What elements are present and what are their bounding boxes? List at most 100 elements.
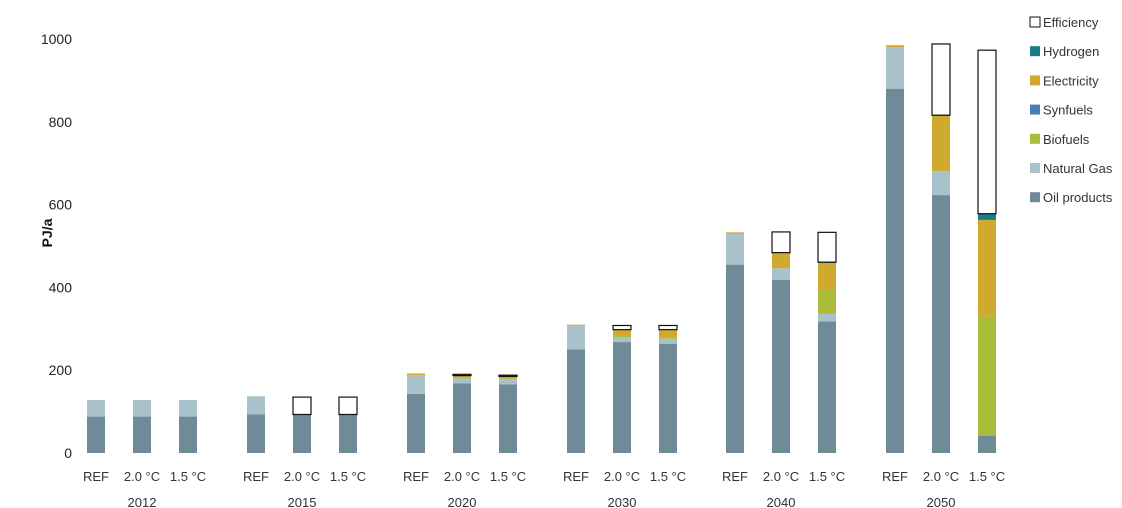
bar-segment-natural-gas xyxy=(247,396,265,415)
bar-segment-oil-products xyxy=(293,414,311,453)
bar-segment-oil-products xyxy=(726,264,744,453)
y-tick-label: 200 xyxy=(49,362,73,378)
bar-segment-oil-products xyxy=(407,393,425,453)
legend-swatch xyxy=(1030,163,1040,173)
bar-segment-efficiency xyxy=(498,374,518,378)
x-scenario-label: 1.5 °C xyxy=(969,469,1005,484)
x-scenario-label: REF xyxy=(882,469,908,484)
bar-segment-oil-products xyxy=(886,88,904,454)
bar-segment-natural-gas xyxy=(932,171,950,196)
x-scenario-label: 2.0 °C xyxy=(604,469,640,484)
legend-swatch xyxy=(1029,16,1041,28)
x-axis-labels: REF 2.0 °C 1.5 °C 2012 REF 2.0 °C 1.5 °C 2015 RE… xyxy=(83,469,1005,508)
x-scenario-label: 1.5 °C xyxy=(170,469,206,484)
bar-segment-biofuels xyxy=(453,377,471,379)
x-year-label: 2040 xyxy=(767,495,796,508)
legend-swatch xyxy=(1030,46,1040,57)
legend-label: Efficiency xyxy=(1043,15,1099,30)
bar-segment-efficiency xyxy=(931,43,951,116)
legend-label: Synfuels xyxy=(1043,103,1093,118)
y-tick-label: 800 xyxy=(49,114,73,130)
bar-segment-electricity xyxy=(818,262,836,290)
bar-segment-efficiency xyxy=(292,396,312,416)
bar-segment-oil-products xyxy=(453,383,471,453)
y-tick-label: 600 xyxy=(49,197,73,213)
legend-swatch xyxy=(1030,192,1040,203)
legend-label: Natural Gas xyxy=(1043,161,1113,176)
bar-segment-natural-gas xyxy=(659,338,677,344)
y-tick-label: 1000 xyxy=(41,31,72,47)
legend-label: Electricity xyxy=(1043,73,1099,88)
x-scenario-label: 2.0 °C xyxy=(124,469,160,484)
bar-segment-oil-products xyxy=(818,321,836,453)
x-scenario-label: 2.0 °C xyxy=(284,469,320,484)
bar-segment-oil-products xyxy=(772,279,790,453)
x-year-label: 2015 xyxy=(288,495,317,508)
x-year-label: 2012 xyxy=(128,495,157,508)
bar-segment-efficiency xyxy=(658,324,678,331)
y-axis: 0 200 400 600 800 1000 xyxy=(41,31,72,461)
x-year-label: 2050 xyxy=(927,495,956,508)
bar-segment-efficiency xyxy=(977,49,997,215)
legend-swatch xyxy=(1030,133,1040,144)
bars xyxy=(87,43,997,454)
bar-segment-efficiency xyxy=(771,231,791,254)
bar-segment-natural-gas xyxy=(87,400,105,417)
x-scenario-label: REF xyxy=(722,469,748,484)
bar-segment-natural-gas xyxy=(407,375,425,394)
bar-segment-oil-products xyxy=(659,343,677,453)
bar-segment-efficiency xyxy=(338,396,358,416)
bar-segment-oil-products xyxy=(179,416,197,453)
legend: Efficiency Hydrogen Electricity Synfuels Bio… xyxy=(1029,15,1113,205)
bar-segment-efficiency xyxy=(612,324,632,331)
y-axis-label: PJ/a xyxy=(39,218,55,247)
x-scenario-label: REF xyxy=(83,469,109,484)
bar-segment-natural-gas xyxy=(818,313,836,322)
x-scenario-label: REF xyxy=(403,469,429,484)
bar-segment-electricity xyxy=(772,252,790,269)
bar-segment-electricity xyxy=(659,329,677,338)
bar-segment-oil-products xyxy=(978,435,996,453)
bar-segment-natural-gas xyxy=(726,233,744,265)
bar-segment-natural-gas xyxy=(179,400,197,417)
x-scenario-label: 1.5 °C xyxy=(650,469,686,484)
bar-segment-electricity xyxy=(613,329,631,336)
bar-segment-efficiency xyxy=(817,231,837,263)
x-scenario-label: REF xyxy=(243,469,269,484)
x-scenario-label: 2.0 °C xyxy=(923,469,959,484)
bar-segment-natural-gas xyxy=(499,379,517,385)
bar-segment-biofuels xyxy=(978,316,996,436)
bar-segment-oil-products xyxy=(613,342,631,453)
bar-segment-natural-gas xyxy=(613,337,631,343)
bar-segment-electricity xyxy=(453,375,471,378)
bar-segment-oil-products xyxy=(133,416,151,453)
bar-segment-natural-gas xyxy=(453,378,471,384)
bar-segment-oil-products xyxy=(339,414,357,453)
x-scenario-label: REF xyxy=(563,469,589,484)
bar-segment-electricity xyxy=(499,376,517,379)
bar-segment-oil-products xyxy=(247,414,265,453)
bar-segment-natural-gas xyxy=(133,400,151,417)
legend-swatch xyxy=(1030,104,1040,115)
x-scenario-label: 1.5 °C xyxy=(809,469,845,484)
legend-swatch xyxy=(1030,75,1040,86)
x-year-label: 2020 xyxy=(448,495,477,508)
legend-label: Hydrogen xyxy=(1043,44,1099,59)
bar-segment-electricity xyxy=(726,232,744,234)
bar-segment-oil-products xyxy=(932,195,950,453)
bar-segment-electricity xyxy=(407,373,425,376)
bar-segment-natural-gas xyxy=(772,268,790,280)
x-scenario-label: 2.0 °C xyxy=(763,469,799,484)
x-scenario-label: 1.5 °C xyxy=(490,469,526,484)
bar-segment-natural-gas xyxy=(886,47,904,89)
bar-segment-biofuels xyxy=(818,289,836,314)
x-year-label: 2030 xyxy=(608,495,637,508)
y-tick-label: 400 xyxy=(49,279,73,295)
bar-segment-electricity xyxy=(567,324,585,326)
bar-segment-hydrogen xyxy=(978,213,996,220)
bar-segment-electricity xyxy=(886,45,904,48)
legend-label: Biofuels xyxy=(1043,132,1090,147)
y-tick-label: 0 xyxy=(64,445,72,461)
